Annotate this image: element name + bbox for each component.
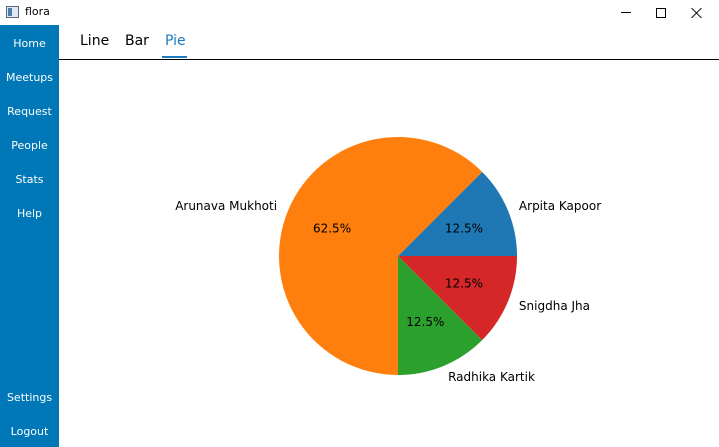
pie-pct-label: 12.5% [445,222,483,236]
pie-pct-label: 12.5% [445,276,483,290]
title-bar: flora [0,0,719,25]
pie-category-label: Radhika Kartik [448,370,535,384]
tab-line[interactable]: Line [80,33,110,49]
pie-slice-snigdha-jha [398,256,517,341]
window-title: flora [25,5,50,18]
sidebar-item-home[interactable]: Home [13,37,46,50]
minimize-icon [621,12,631,13]
minimize-button[interactable] [603,0,649,25]
pie-slice-arpita-kapoor [398,171,517,256]
sidebar-item-help[interactable]: Help [16,207,43,220]
app-icon [6,6,19,18]
pie-chart: 12.5% Arpita Kapoor 62.5% Arunava Mukhoti 12… [175,137,601,384]
sidebar-item-stats[interactable]: Stats [15,173,44,186]
tab-pie[interactable]: Pie [165,33,186,49]
pie-category-label: Arpita Kapoor [519,199,601,213]
pie-pct-label: 62.5% [313,222,351,236]
tab-bar: Line Bar Pie [59,25,719,60]
close-icon [691,7,703,19]
sidebar-item-people[interactable]: People [11,139,48,152]
pie-slice-radhika-kartik [398,256,483,375]
sidebar-item-settings[interactable]: Settings [6,391,53,404]
pie-slice-arunava-mukhoti [279,137,483,375]
pie-category-label: Snigdha Jha [519,299,590,313]
maximize-icon [656,7,666,18]
close-button[interactable] [674,0,719,25]
sidebar-item-request[interactable]: Request [7,105,52,118]
pie-category-label: Arunava Mukhoti [175,199,277,213]
maximize-button[interactable] [638,0,684,25]
pie-pct-label: 12.5% [406,315,444,329]
sidebar-item-meetups[interactable]: Meetups [5,71,54,84]
sidebar-item-logout[interactable]: Logout [10,425,49,438]
tab-bar-chart[interactable]: Bar [125,33,149,49]
sidebar: Home Meetups Request People Stats Help S… [0,25,59,447]
active-tab-indicator [162,56,187,58]
